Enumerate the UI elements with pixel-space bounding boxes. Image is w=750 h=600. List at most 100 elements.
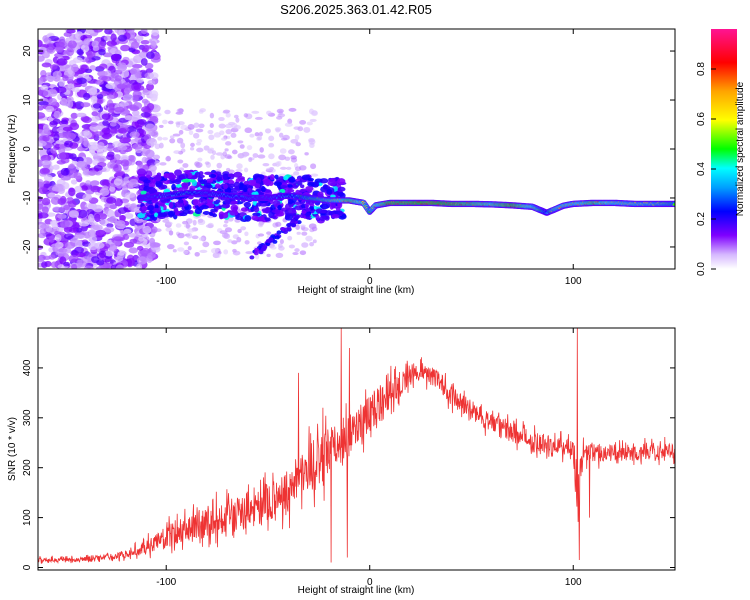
heatmap-cell [104, 29, 113, 35]
heatmap-cell [55, 234, 62, 242]
heatmap-cell [76, 161, 88, 168]
heatmap-cell [106, 197, 117, 204]
heatmap-cell [172, 249, 177, 253]
heatmap-cell [243, 167, 249, 173]
heatmap-cell [288, 107, 297, 112]
heatmap-cell [188, 130, 194, 136]
heatmap-cell [208, 211, 214, 216]
heatmap-cell [38, 112, 46, 119]
heatmap-cell [259, 202, 268, 207]
heatmap-cell [186, 232, 193, 239]
colorbar-label: Normalized spectral amplitude [735, 81, 746, 216]
heatmap-cell [83, 92, 91, 101]
heatmap-cell [58, 152, 69, 160]
heatmap-cell [48, 98, 57, 106]
heatmap-cell [130, 41, 140, 49]
heatmap-cell [68, 210, 80, 218]
heatmap-cell [129, 106, 140, 112]
heatmap-cell [208, 173, 217, 178]
heatmap-cell [45, 75, 56, 81]
heatmap-cell [143, 179, 151, 184]
heatmap-cell [40, 84, 49, 92]
heatmap-cell [294, 215, 300, 220]
heatmap-cell [154, 112, 162, 117]
heatmap-cell [231, 149, 238, 155]
heatmap-cell [105, 82, 116, 90]
heatmap-cell [147, 80, 156, 85]
heatmap-cell [226, 173, 235, 178]
heatmap-cell [305, 235, 313, 242]
heatmap-cell [299, 250, 307, 256]
heatmap-cell [58, 78, 66, 87]
x-tick-label: -100 [156, 276, 176, 287]
heatmap-cell [254, 247, 260, 252]
heatmap-cell [167, 172, 175, 179]
heatmap-cell [296, 220, 302, 225]
heatmap-cell [92, 45, 100, 52]
heatmap-cell [319, 215, 326, 222]
heatmap-cell [74, 185, 83, 193]
heatmap-cell [153, 242, 161, 248]
heatmap-cell [76, 48, 84, 55]
heatmap-cell [41, 51, 50, 59]
heatmap-cell [90, 180, 100, 186]
heatmap-cell [110, 33, 117, 42]
heatmap-cell [197, 157, 203, 162]
heatmap-cell [124, 202, 131, 208]
heatmap-cell [326, 188, 333, 195]
heatmap-cell [229, 209, 239, 216]
heatmap-cell [131, 116, 139, 122]
heatmap-cell [99, 218, 110, 227]
heatmap-cell [153, 154, 161, 160]
heatmap-cell [280, 185, 288, 189]
heatmap-cell [47, 192, 55, 198]
heatmap-cell [265, 217, 271, 222]
heatmap-cell [240, 207, 249, 212]
heatmap-cell [132, 110, 140, 116]
heatmap-cell [97, 141, 105, 150]
heatmap-cell [101, 113, 111, 120]
heatmap-cell [87, 87, 98, 96]
heatmap-cell [176, 137, 184, 144]
heatmap-cell [248, 157, 253, 163]
heatmap-cell [210, 154, 215, 160]
heatmap-cell [178, 129, 184, 135]
heatmap-cell [243, 113, 249, 118]
heatmap-cell [243, 201, 251, 208]
heatmap-cell [45, 105, 55, 113]
heatmap-cell [221, 232, 229, 239]
heatmap-cell [187, 123, 195, 130]
heatmap-cell [113, 178, 122, 186]
heatmap-cell [304, 152, 309, 156]
heatmap-cell [129, 155, 136, 163]
heatmap-cell [67, 99, 74, 109]
heatmap-cell [150, 40, 157, 49]
heatmap-cell [199, 249, 208, 254]
heatmap-cell [46, 46, 54, 53]
chart-title: S206.2025.363.01.42.R05 [280, 2, 432, 17]
heatmap-cell [203, 182, 212, 188]
heatmap-cell [295, 142, 301, 147]
heatmap-cell [286, 166, 292, 171]
heatmap-cell [50, 261, 58, 268]
heatmap-cell [48, 235, 55, 243]
heatmap-cell [287, 222, 293, 227]
heatmap-cell [86, 53, 93, 60]
heatmap-cell [154, 228, 162, 233]
heatmap-cell [274, 209, 281, 215]
colorbar-gradient [711, 29, 737, 269]
heatmap-cell [194, 208, 203, 215]
heatmap-cell [194, 251, 200, 257]
heatmap-cell [145, 174, 151, 179]
heatmap-cell [103, 35, 112, 41]
heatmap-cell [149, 90, 159, 99]
heatmap-cell [265, 167, 274, 171]
heatmap-cell [83, 265, 94, 269]
heatmap-cell [212, 213, 218, 218]
heatmap-cell [115, 264, 125, 269]
heatmap-cell [64, 241, 76, 249]
heatmap-cell [93, 131, 104, 136]
y-tick-label: 0 [22, 564, 33, 570]
heatmap-cell [254, 182, 261, 189]
